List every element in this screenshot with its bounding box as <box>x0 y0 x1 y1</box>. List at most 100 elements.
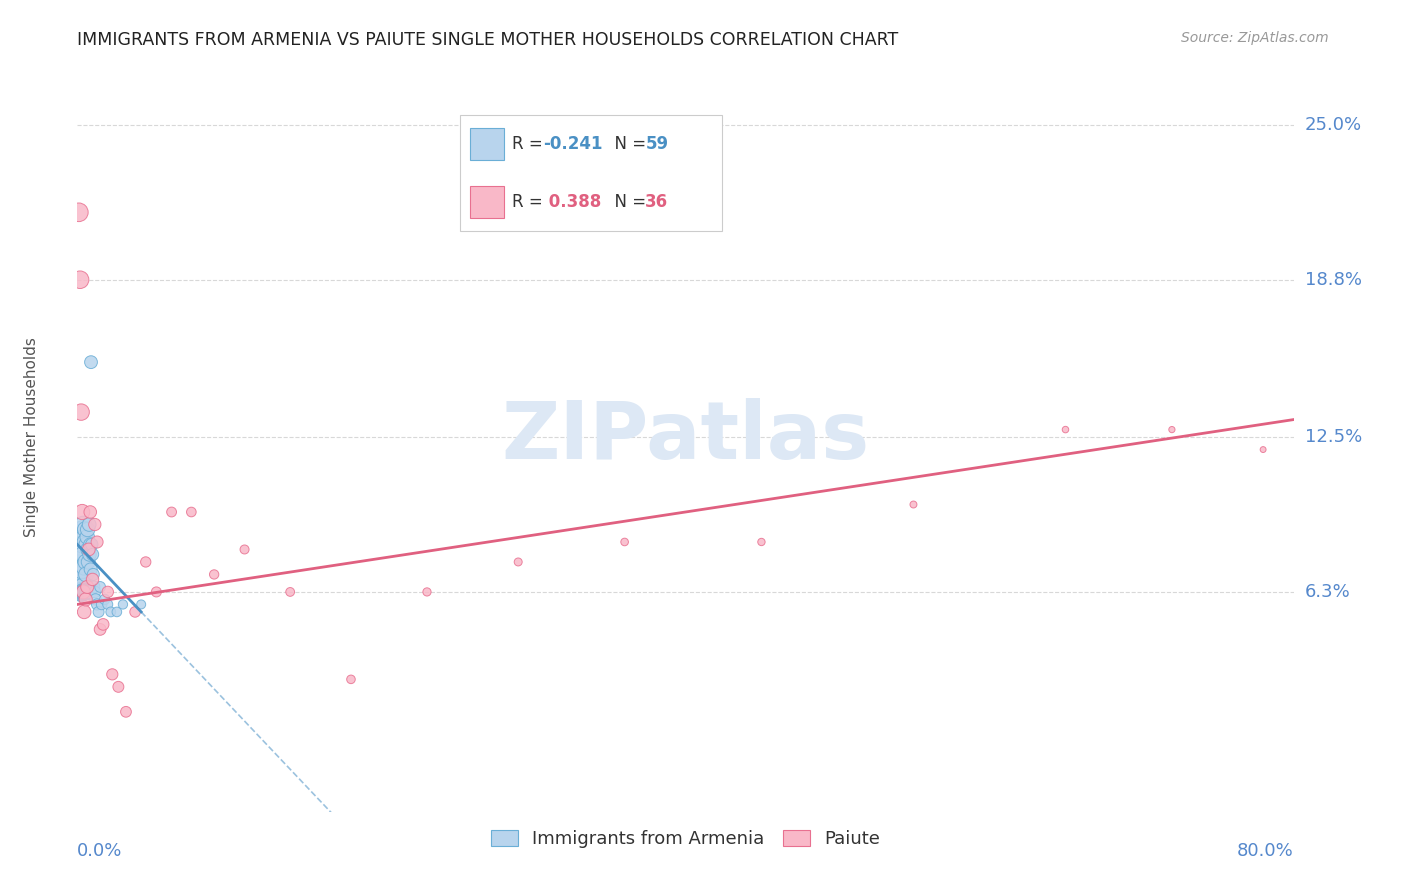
Point <box>75 592 97 607</box>
Point <box>67 548 90 562</box>
Point <box>93 592 115 607</box>
Point <box>72 585 94 599</box>
Point <box>1251 442 1274 457</box>
Point <box>82 567 104 582</box>
Point <box>124 605 146 619</box>
Point <box>180 505 202 519</box>
Point <box>89 623 111 637</box>
Point <box>89 580 111 594</box>
Point <box>70 585 93 599</box>
Point <box>202 567 225 582</box>
Point <box>83 580 105 594</box>
Point <box>111 598 134 612</box>
Text: N =: N = <box>605 135 651 153</box>
Text: 80.0%: 80.0% <box>1237 842 1294 860</box>
Point <box>73 585 96 599</box>
Point <box>100 605 122 619</box>
Point <box>77 542 100 557</box>
Point <box>70 530 93 544</box>
Point <box>70 562 93 576</box>
Point <box>73 605 96 619</box>
Point <box>105 605 128 619</box>
Point <box>72 585 94 599</box>
Point <box>73 560 96 574</box>
Point <box>416 585 439 599</box>
Point <box>70 405 93 419</box>
Text: 59: 59 <box>645 135 668 153</box>
FancyBboxPatch shape <box>460 115 721 231</box>
Point <box>75 555 97 569</box>
Point <box>97 598 120 612</box>
Point <box>69 530 91 544</box>
Point <box>75 585 97 599</box>
Point <box>80 562 103 576</box>
Point <box>69 542 91 557</box>
Point <box>613 535 636 549</box>
Point <box>76 530 98 544</box>
Point <box>73 535 96 549</box>
Point <box>76 585 98 599</box>
Point <box>73 585 96 599</box>
Point <box>76 585 98 599</box>
Point <box>77 585 100 599</box>
Text: ZIPatlas: ZIPatlas <box>502 398 869 476</box>
Point <box>69 567 91 582</box>
Point <box>903 498 925 512</box>
Point <box>72 548 94 562</box>
Text: IMMIGRANTS FROM ARMENIA VS PAIUTE SINGLE MOTHER HOUSEHOLDS CORRELATION CHART: IMMIGRANTS FROM ARMENIA VS PAIUTE SINGLE… <box>77 31 898 49</box>
Point <box>73 530 96 544</box>
Point <box>72 517 94 532</box>
Point <box>75 537 97 551</box>
Point <box>86 535 108 549</box>
FancyBboxPatch shape <box>470 128 505 160</box>
Point <box>84 592 107 607</box>
Point <box>70 585 93 599</box>
Text: 36: 36 <box>645 193 668 211</box>
Text: 25.0%: 25.0% <box>1305 116 1362 134</box>
Point <box>145 585 167 599</box>
Point <box>83 517 105 532</box>
Text: 6.3%: 6.3% <box>1305 583 1350 601</box>
Point <box>129 598 152 612</box>
Point <box>1054 423 1077 437</box>
Point <box>69 537 91 551</box>
Point <box>83 585 105 599</box>
Text: R =: R = <box>512 193 547 211</box>
Point <box>87 605 110 619</box>
Point <box>70 505 93 519</box>
Text: R =: R = <box>512 135 547 153</box>
Point <box>90 598 112 612</box>
Text: 0.0%: 0.0% <box>77 842 122 860</box>
Point <box>82 573 104 587</box>
Point <box>67 573 90 587</box>
Point <box>73 585 96 599</box>
Point <box>86 598 108 612</box>
Text: -0.241: -0.241 <box>543 135 603 153</box>
Point <box>77 555 100 569</box>
Point <box>91 617 114 632</box>
Point <box>79 548 101 562</box>
Text: Single Mother Households: Single Mother Households <box>24 337 38 537</box>
Point <box>79 505 101 519</box>
Point <box>508 555 530 569</box>
Point <box>77 517 100 532</box>
Text: Source: ZipAtlas.com: Source: ZipAtlas.com <box>1181 31 1329 45</box>
Point <box>69 273 91 287</box>
Point <box>101 667 124 681</box>
Point <box>135 555 157 569</box>
Text: 0.388: 0.388 <box>543 193 602 211</box>
Text: 18.8%: 18.8% <box>1305 271 1361 289</box>
Point <box>751 535 773 549</box>
Point <box>160 505 183 519</box>
Point <box>67 205 90 219</box>
Point <box>79 585 101 599</box>
Point <box>80 537 103 551</box>
Point <box>340 673 363 687</box>
Point <box>75 567 97 582</box>
Point <box>72 537 94 551</box>
Text: N =: N = <box>605 193 651 211</box>
Legend: Immigrants from Armenia, Paiute: Immigrants from Armenia, Paiute <box>484 822 887 855</box>
Point <box>77 542 100 557</box>
Point <box>97 585 120 599</box>
Point <box>70 523 93 537</box>
